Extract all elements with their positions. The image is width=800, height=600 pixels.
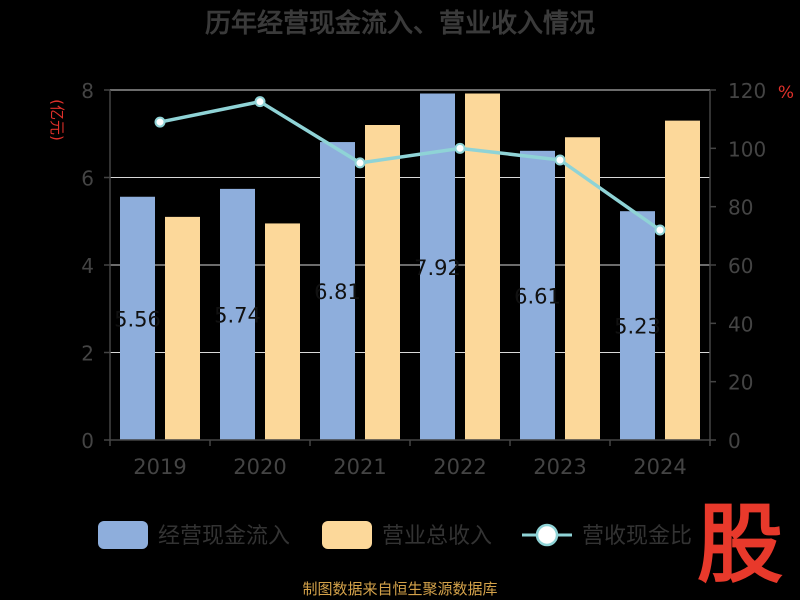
y-right-tick-label: 100 (728, 137, 766, 161)
logo: 股 (697, 495, 783, 595)
bar-value-label: 7.92 (414, 256, 461, 280)
y-right-tick-label: 40 (728, 312, 753, 336)
ratio-point (454, 142, 466, 154)
x-tick-label: 2021 (333, 455, 386, 479)
y-right-tick-label: 80 (728, 196, 753, 220)
bar-value-label: 6.81 (314, 280, 361, 304)
y-left-tick-label: 6 (81, 167, 94, 191)
x-tick-label: 2022 (433, 455, 486, 479)
bar-cash-inflow (220, 188, 255, 440)
y-right-tick-label: 20 (728, 371, 753, 395)
y-left-tick-label: 2 (81, 342, 94, 366)
y-right-unit: % (778, 83, 794, 103)
legend-swatch (98, 521, 148, 549)
bar-value-label: 5.74 (214, 303, 261, 327)
grid (110, 89, 710, 353)
bar-revenue (165, 216, 200, 440)
y-right-tick-label: 60 (728, 254, 753, 278)
legend-label: 营业总收入 (382, 524, 492, 549)
y-left-tick-label: 0 (81, 429, 94, 453)
ratio-point (654, 224, 666, 236)
bar-cash-inflow (620, 211, 655, 440)
bar-cash-inflow (120, 196, 155, 440)
bar-revenue (465, 93, 500, 440)
legend-swatch (322, 521, 372, 549)
bar-value-label: 5.23 (614, 315, 661, 339)
bar-value-label: 6.61 (514, 284, 561, 308)
bar-cash-inflow (520, 150, 555, 440)
legend: 经营现金流入 营业总收入 营收现金比 (98, 521, 692, 549)
source-note: 制图数据来自恒生聚源数据库 (302, 580, 498, 598)
legend-label: 营收现金比 (582, 524, 692, 549)
bar-revenue (665, 120, 700, 440)
ratio-line-path (159, 99, 662, 232)
y-right-tick-label: 120 (728, 79, 766, 103)
bar-revenue (265, 223, 300, 440)
y-left-unit: (亿元) (48, 99, 66, 141)
ratio-point (354, 157, 366, 169)
ratio-point (254, 96, 266, 108)
y-left-tick-label: 8 (81, 79, 94, 103)
bar-value-label: 5.56 (114, 307, 161, 331)
bars (120, 93, 700, 440)
data-labels: 5.56 5.74 6.81 7.92 6.61 5.23 (114, 256, 661, 339)
x-tick-label: 2024 (633, 455, 686, 479)
bar-cash-inflow (320, 142, 355, 440)
bar-revenue (365, 125, 400, 440)
x-tick-label: 2023 (533, 455, 586, 479)
legend-label: 经营现金流入 (158, 524, 290, 549)
legend-marker (535, 523, 559, 547)
x-tick-label: 2020 (233, 455, 286, 479)
y-left-tick-label: 4 (81, 254, 94, 278)
ratio-line (154, 96, 666, 236)
x-tick-label: 2019 (133, 455, 186, 479)
ratio-point (554, 154, 566, 166)
bar-revenue (565, 137, 600, 440)
chart-title: 历年经营现金流入、营业收入情况 (205, 8, 595, 39)
y-right-tick-label: 0 (728, 429, 741, 453)
ratio-point (154, 116, 166, 128)
